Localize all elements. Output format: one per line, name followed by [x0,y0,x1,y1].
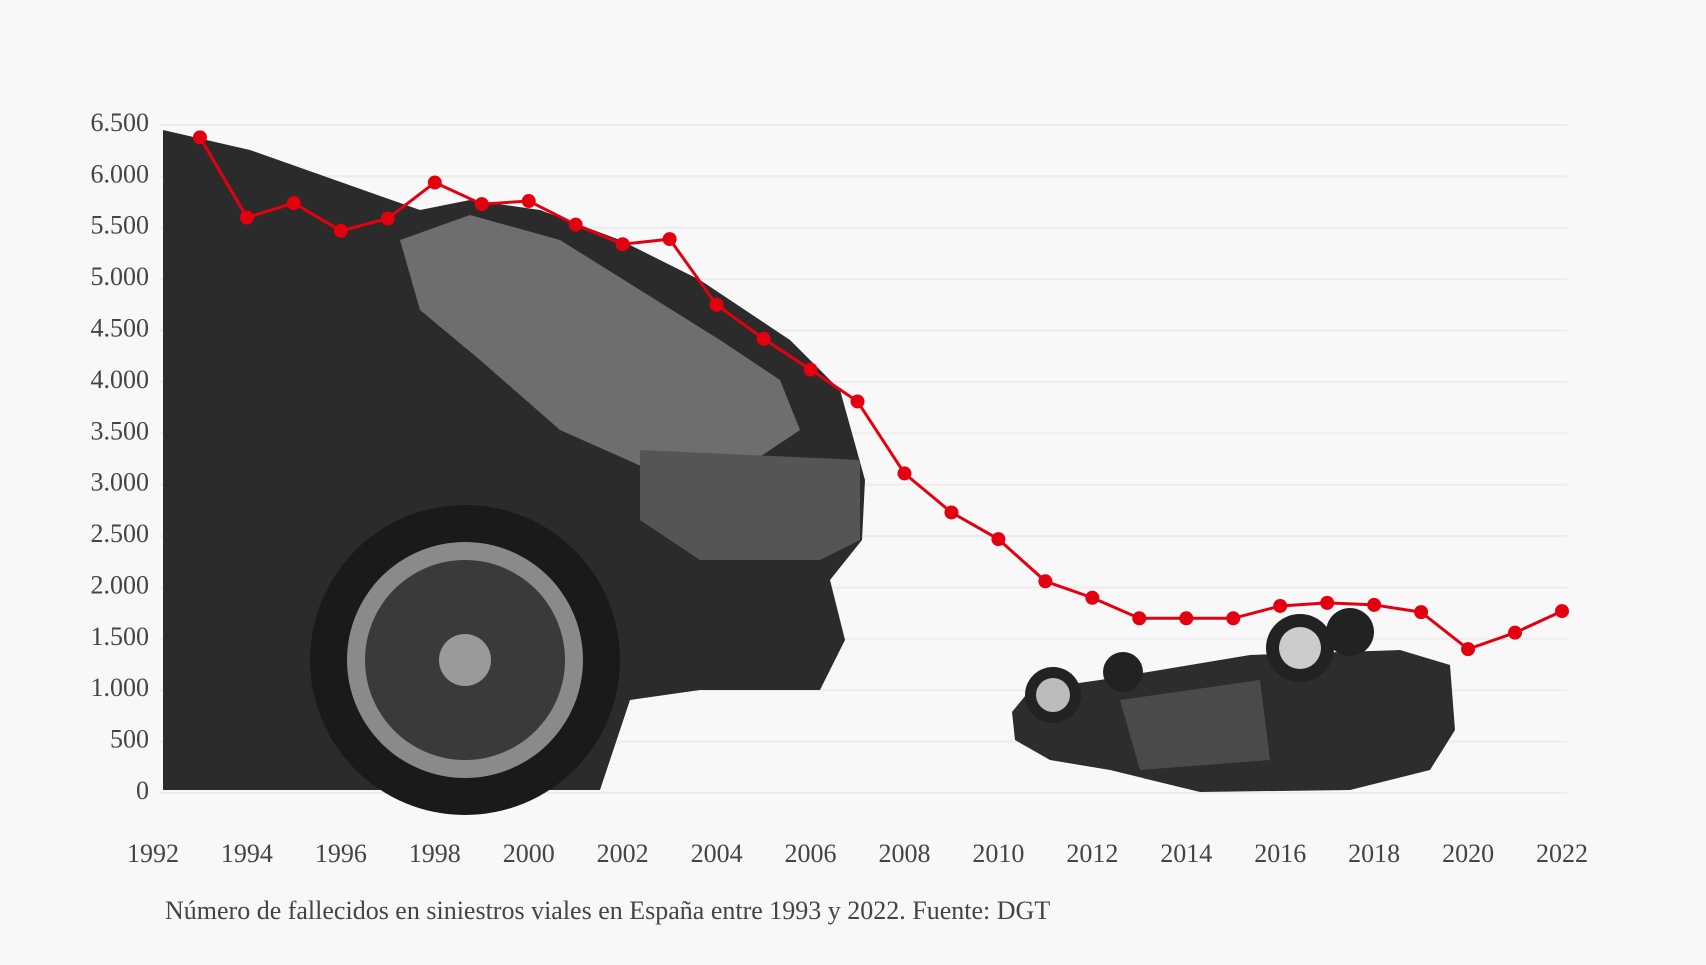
point [1273,598,1288,613]
crashed-car-photos [163,130,1455,815]
y-tick-label: 4.000 [91,365,150,394]
y-tick-label: 500 [110,725,149,754]
y-tick-label: 5.000 [91,262,150,291]
point [521,194,536,209]
x-tick-label: 1994 [221,839,273,868]
point [803,362,818,377]
y-tick-label: 1.500 [91,622,150,651]
car-wheel [439,634,491,686]
x-tick-label: 1996 [315,839,367,868]
point [568,217,583,232]
y-tick-label: 6.500 [91,108,150,137]
x-tick-label: 2018 [1348,839,1400,868]
point [333,223,348,238]
caption: Número de fallecidos en siniestros viale… [165,896,1050,925]
x-tick-label: 2016 [1254,839,1306,868]
y-tick-label: 3.000 [91,468,150,497]
line [198,136,1563,651]
point [474,197,489,212]
x-tick-label: 2020 [1442,839,1494,868]
point [1320,595,1335,610]
point [192,130,207,145]
point [1132,611,1147,626]
point [1038,574,1053,589]
car-wheel [1036,678,1070,712]
point [897,466,912,481]
x-tick-label: 2000 [503,839,555,868]
y-tick-label: 6.000 [91,159,150,188]
x-tick-label: 2012 [1066,839,1118,868]
point [427,175,442,190]
point [991,532,1006,547]
point [1461,642,1476,657]
y-tick-label: 2.500 [91,519,150,548]
point [239,210,254,225]
car-wheel [1103,652,1143,692]
x-tick-label: 2022 [1536,839,1588,868]
point [850,394,865,409]
point [1367,597,1382,612]
point [1508,625,1523,640]
point [1085,590,1100,605]
x-tick-label: 2006 [785,839,837,868]
point [1226,611,1241,626]
crashed-car-detail [400,215,800,470]
x-tick-label: 2010 [972,839,1024,868]
point [615,237,630,252]
point [380,211,395,226]
point [1179,611,1194,626]
x-tick-label: 1998 [409,839,461,868]
y-tick-label: 2.000 [91,570,150,599]
point [1555,604,1569,619]
x-tick-label: 2002 [597,839,649,868]
y-tick-label: 3.500 [91,416,150,445]
car-wheel [1279,627,1321,669]
crashed-car-detail [640,450,860,560]
x-tick-label: 2014 [1160,839,1212,868]
y-tick-label: 5.500 [91,211,150,240]
point [1414,605,1429,620]
car-wheel [1326,608,1374,656]
y-tick-label: 1.000 [91,673,150,702]
point [944,505,959,520]
x-tick-label: 2008 [878,839,930,868]
point [662,232,677,247]
x-tick-label: 2004 [691,839,743,868]
y-tick-label: 4.500 [91,314,150,343]
y-tick-label: 0 [136,776,149,805]
point [709,297,724,312]
point [286,196,301,211]
data [192,130,1569,657]
overturned-car-detail [1120,680,1270,770]
x-tick-label: 1992 [127,839,179,868]
point [756,331,771,346]
